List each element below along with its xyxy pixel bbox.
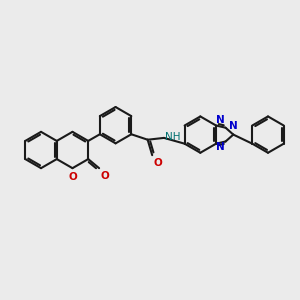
Text: N: N: [216, 115, 225, 125]
Text: NH: NH: [165, 132, 180, 142]
Text: N: N: [229, 121, 238, 131]
Text: N: N: [216, 142, 225, 152]
Text: O: O: [68, 172, 77, 182]
Text: O: O: [153, 158, 162, 168]
Text: O: O: [101, 171, 110, 181]
